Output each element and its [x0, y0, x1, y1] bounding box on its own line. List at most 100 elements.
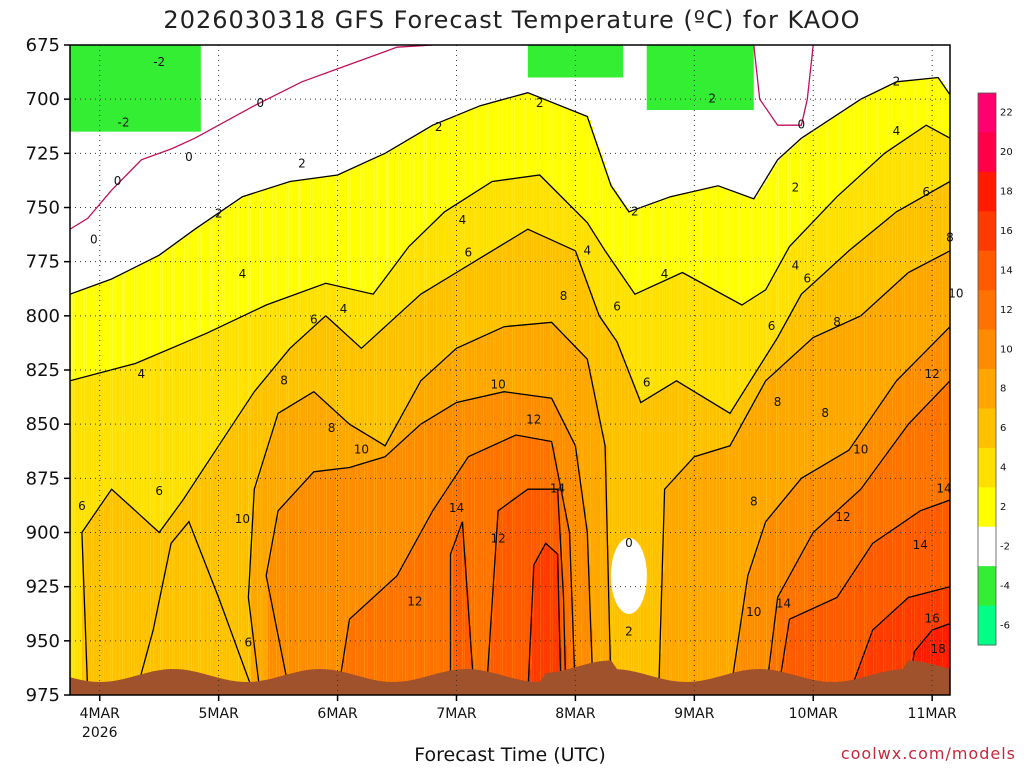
field-band — [909, 597, 913, 695]
field-band — [391, 451, 395, 695]
y-tick-label: 875 — [26, 468, 60, 489]
field-band — [840, 592, 844, 695]
field-band — [802, 613, 806, 695]
cold-pocket — [610, 537, 647, 614]
field-band — [631, 378, 635, 695]
contour-label: 8 — [833, 315, 841, 329]
field-band — [559, 532, 563, 695]
field-band — [317, 471, 321, 695]
field-band — [343, 468, 347, 695]
field-band — [167, 521, 171, 695]
field-band — [241, 411, 245, 695]
field-band — [474, 453, 478, 695]
contour-16 — [527, 542, 562, 695]
field-band — [112, 490, 116, 695]
field-band — [745, 417, 749, 695]
field-band — [115, 492, 119, 695]
field-band — [334, 469, 337, 695]
contour-label: 2 — [893, 74, 901, 88]
field-band — [738, 430, 742, 695]
colorbar-segment — [978, 132, 996, 173]
field-band — [103, 501, 107, 695]
field-band — [671, 481, 675, 695]
field-band — [131, 507, 135, 695]
contour-label: 0 — [798, 118, 806, 132]
field-band — [165, 524, 169, 695]
field-band — [524, 491, 528, 695]
field-band — [212, 454, 216, 695]
field-band — [293, 493, 297, 695]
contour-label: 16 — [925, 612, 940, 626]
field-band — [833, 599, 837, 695]
y-tick-label: 900 — [26, 523, 60, 544]
field-band — [695, 456, 699, 695]
field-band — [281, 506, 285, 695]
contour-label: 14 — [913, 538, 928, 552]
field-band — [117, 494, 121, 695]
colorbar-tick-label: 2 — [1000, 502, 1006, 513]
contour-8 — [247, 321, 612, 695]
field-band — [873, 628, 877, 695]
field-band — [72, 380, 76, 695]
field-band — [519, 495, 523, 695]
field-band — [490, 621, 494, 695]
field-band — [445, 490, 449, 695]
field-band — [883, 536, 887, 695]
field-band — [319, 471, 323, 695]
field-band — [284, 504, 288, 695]
field-band — [900, 605, 904, 695]
field-band — [752, 404, 756, 695]
field-band — [621, 353, 625, 695]
field-band — [355, 613, 359, 695]
contour-14 — [485, 488, 567, 695]
field-band — [716, 449, 720, 695]
field-band — [600, 422, 604, 695]
field-band — [895, 609, 899, 695]
field-band — [688, 463, 692, 695]
field-band — [414, 543, 418, 695]
field-band — [835, 598, 839, 695]
field-band — [854, 570, 858, 695]
field-band — [84, 529, 88, 695]
field-band — [364, 462, 368, 695]
field-band — [379, 592, 383, 695]
field-band — [412, 547, 416, 695]
field-band — [364, 605, 368, 695]
field-band — [431, 513, 435, 695]
field-band — [448, 487, 452, 695]
field-band — [162, 351, 166, 695]
field-band — [393, 579, 397, 695]
field-band — [747, 413, 751, 695]
field-band — [857, 566, 861, 695]
field-band — [298, 488, 302, 695]
field-band — [719, 449, 723, 695]
colorbar-tick-label: -4 — [1000, 581, 1010, 592]
colorbar-segment — [978, 526, 996, 567]
field-band — [386, 585, 390, 695]
field-band — [341, 468, 345, 695]
terrain — [70, 660, 950, 695]
contour-0 — [753, 45, 814, 126]
field-band — [150, 524, 154, 695]
field-band — [383, 457, 387, 695]
field-band — [871, 545, 875, 695]
field-band — [793, 617, 797, 695]
colorbar-tick-label: 20 — [1000, 147, 1013, 158]
field-band — [436, 505, 440, 695]
field-band — [657, 392, 661, 695]
field-band — [148, 522, 152, 695]
field-band — [174, 511, 178, 695]
field-band — [731, 443, 735, 695]
field-band — [676, 476, 680, 695]
field-band — [797, 615, 801, 695]
field-band — [686, 465, 689, 695]
field-band — [552, 549, 556, 695]
field-band — [77, 378, 81, 695]
field-band — [678, 473, 682, 695]
chart-title: 2026030318 GFS Forecast Temperature (ºC)… — [163, 6, 861, 34]
cold-patch — [646, 45, 754, 110]
field-band — [781, 591, 785, 695]
field-band — [160, 530, 164, 695]
contour-label: 2 — [298, 157, 306, 171]
colorbar-segment — [978, 408, 996, 449]
